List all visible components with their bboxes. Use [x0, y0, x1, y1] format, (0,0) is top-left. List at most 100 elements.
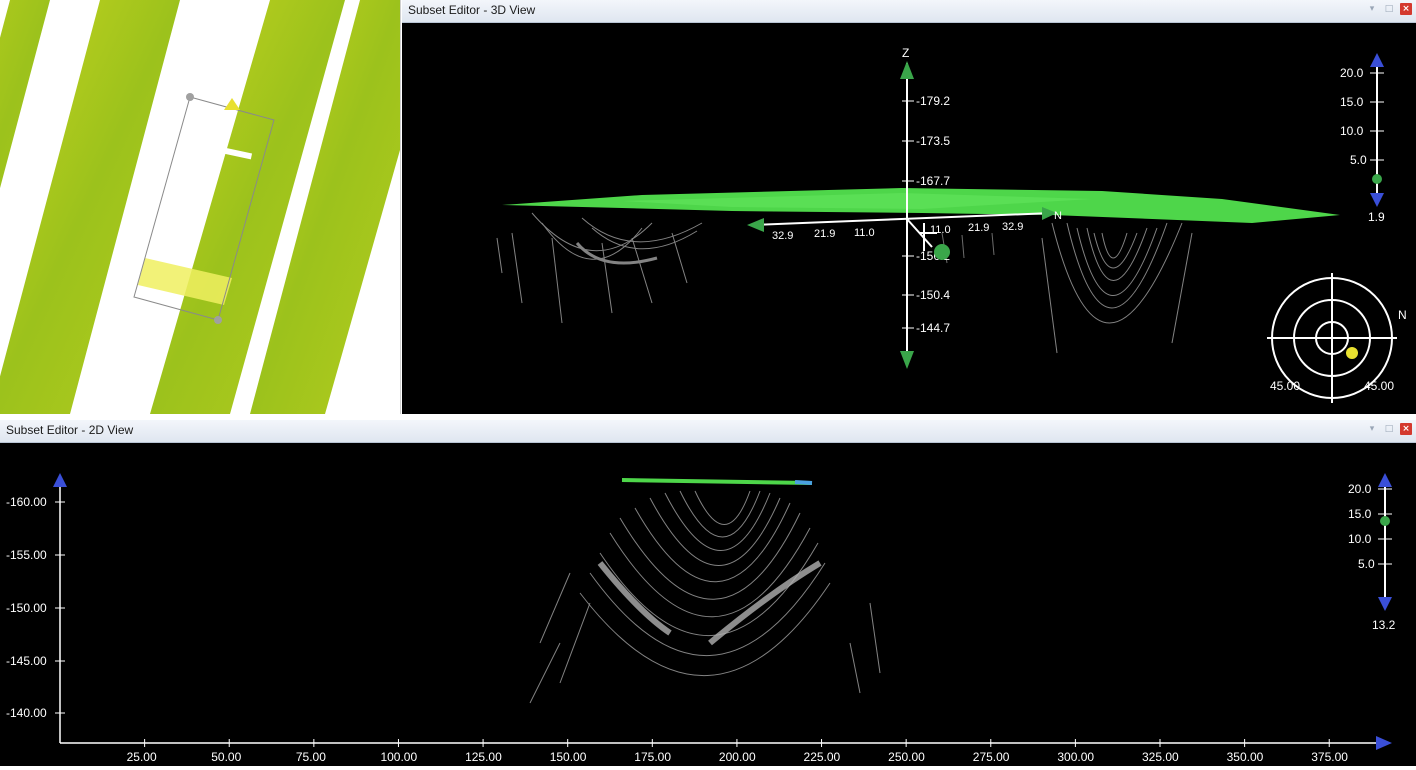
scale-ticks: 20.0 15.0 10.0 5.0: [1340, 66, 1384, 167]
compass-north-label: N: [1398, 308, 1407, 322]
y-tick-label: -140.00: [6, 706, 47, 720]
direction-marker: [224, 98, 240, 110]
x-tick-label: 300.00: [1057, 750, 1094, 764]
horizontal-axis-right-arrow[interactable]: [1042, 207, 1057, 220]
z-axis-label: Z: [902, 46, 909, 60]
scale-slider-thumb[interactable]: [1380, 516, 1390, 526]
swath-strip: [0, 0, 180, 414]
compass-right-angle: 45.00: [1364, 379, 1394, 393]
view-2d-title: Subset Editor - 2D View: [6, 423, 134, 437]
y-axis-ticks: -160.00 -155.00 -150.00 -145.00 -140.00: [6, 495, 65, 720]
scale-down-arrow[interactable]: [1378, 597, 1392, 611]
h-tick-label: 11.0: [930, 224, 951, 236]
swath-strip: [0, 0, 50, 189]
z-tick-label: -173.5: [916, 134, 950, 148]
y-tick-label: -145.00: [6, 654, 47, 668]
x-tick-label: 200.00: [719, 750, 756, 764]
z-tick-label: -179.2: [916, 94, 950, 108]
compass-left-angle: 45.00: [1270, 379, 1300, 393]
seafloor-profile-edge: [794, 480, 813, 485]
view-2d-canvas[interactable]: -160.00 -155.00 -150.00 -145.00 -140.00 …: [0, 443, 1416, 766]
overview-map[interactable]: [0, 0, 401, 414]
scale-tick-label: 5.0: [1358, 557, 1375, 571]
horizontal-axis-ticks: 32.9 21.9 11.0 11.0 21.9 32.9 N: [772, 210, 1062, 242]
x-tick-label: 275.00: [973, 750, 1010, 764]
pin-icon[interactable]: □: [1384, 4, 1394, 14]
x-tick-label: 150.00: [550, 750, 587, 764]
y-tick-label: -155.00: [6, 548, 47, 562]
x-tick-label: 175.00: [634, 750, 671, 764]
h-tick-label: 32.9: [772, 230, 793, 242]
h-tick-label: 32.9: [1002, 221, 1023, 233]
horizontal-axis: [751, 212, 1053, 226]
scale-ticks: 20.0 15.0 10.0 5.0: [1348, 482, 1392, 571]
x-tick-label: 125.00: [465, 750, 502, 764]
selection-handle[interactable]: [214, 316, 222, 324]
scale-tick-label: 20.0: [1340, 66, 1364, 80]
scale-tick-label: 20.0: [1348, 482, 1372, 496]
y-tick-label: -160.00: [6, 495, 47, 509]
seafloor-surface-shade: [622, 193, 1092, 209]
overview-map-canvas[interactable]: [0, 0, 400, 414]
x-tick-label: 350.00: [1227, 750, 1264, 764]
swath-gap: [199, 142, 253, 160]
compass-rose-icon[interactable]: [1267, 273, 1397, 403]
view-3d-panel: Subset Editor - 3D View ▾ □ ×: [402, 0, 1416, 414]
point-cloud-profile: [529, 490, 881, 704]
scale-tick-label: 15.0: [1340, 95, 1364, 109]
scale-value: 13.2: [1372, 618, 1396, 632]
selection-handle[interactable]: [186, 93, 194, 101]
view-3d-titlebar: Subset Editor - 3D View ▾ □ ×: [402, 0, 1416, 23]
y-axis-up-arrow[interactable]: [53, 473, 67, 487]
x-axis-ticks: 25.00 50.00 75.00 100.00 125.00 150.00 175.00 2…: [127, 739, 1348, 764]
dropdown-icon[interactable]: ▾: [1369, 4, 1375, 14]
scale-up-arrow[interactable]: [1370, 53, 1384, 67]
scale-tick-label: 5.0: [1350, 153, 1367, 167]
point-cloud-band: [597, 560, 822, 646]
scale-tick-label: 10.0: [1348, 532, 1372, 546]
pin-icon[interactable]: □: [1384, 424, 1394, 434]
close-icon[interactable]: ×: [1400, 3, 1412, 15]
pivot-marker[interactable]: [934, 244, 950, 260]
swath-strip: [150, 0, 345, 414]
x-tick-label: 100.00: [380, 750, 417, 764]
h-tick-label: 11.0: [854, 227, 875, 239]
x-tick-label: 325.00: [1142, 750, 1179, 764]
horizontal-axis-left-arrow[interactable]: [747, 218, 764, 232]
scale-tick-label: 10.0: [1340, 124, 1364, 138]
scale-up-arrow[interactable]: [1378, 473, 1392, 487]
x-tick-label: 75.00: [296, 750, 326, 764]
z-axis-down-arrow[interactable]: [900, 351, 914, 369]
x-tick-label: 50.00: [211, 750, 241, 764]
seafloor-profile-line: [621, 478, 813, 485]
view-3d-title: Subset Editor - 3D View: [408, 3, 536, 17]
selection-highlight: [138, 258, 232, 305]
z-axis-ticks: -179.2 -173.5 -167.7 -156.2 -150.4 -144.…: [902, 94, 950, 335]
x-tick-label: 375.00: [1311, 750, 1348, 764]
close-icon[interactable]: ×: [1400, 423, 1412, 435]
h-tick-label: 21.9: [814, 228, 835, 240]
dropdown-icon[interactable]: ▾: [1369, 424, 1375, 434]
z-axis-up-arrow[interactable]: [900, 61, 914, 79]
scale-value: 1.9: [1368, 210, 1385, 224]
x-tick-label: 225.00: [804, 750, 841, 764]
z-tick-label: -150.4: [916, 288, 950, 302]
scale-slider-thumb[interactable]: [1372, 174, 1382, 184]
z-tick-label: -167.7: [916, 174, 950, 188]
scale-down-arrow[interactable]: [1370, 193, 1384, 207]
view-2d-titlebar: Subset Editor - 2D View ▾ □ ×: [0, 420, 1416, 443]
north-axis-label: N: [1054, 210, 1062, 222]
x-axis-right-arrow[interactable]: [1376, 736, 1392, 750]
z-tick-label: -144.7: [916, 321, 950, 335]
view-3d-canvas[interactable]: Z -179.2 -173.5 -167.7 -156.2 -150.4 -14…: [402, 23, 1416, 414]
view-2d-panel: Subset Editor - 2D View ▾ □ × -160.00 -1…: [0, 420, 1416, 766]
x-tick-label: 25.00: [127, 750, 157, 764]
y-tick-label: -150.00: [6, 601, 47, 615]
point-cloud-right: [1041, 222, 1193, 354]
compass-position-marker: [1346, 347, 1358, 359]
point-cloud-left: [496, 212, 703, 324]
scale-tick-label: 15.0: [1348, 507, 1372, 521]
h-tick-label: 21.9: [968, 222, 989, 234]
swath-strip: [250, 0, 400, 414]
origin-cursor-icon[interactable]: [906, 218, 937, 251]
